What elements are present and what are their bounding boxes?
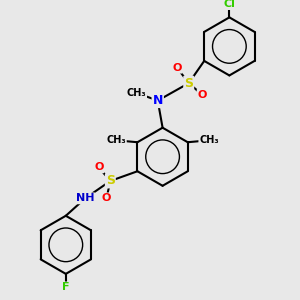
- Text: O: O: [102, 194, 111, 203]
- Text: CH₃: CH₃: [199, 135, 219, 145]
- Text: F: F: [62, 282, 70, 292]
- Text: NH: NH: [76, 194, 94, 203]
- Text: Cl: Cl: [224, 0, 235, 9]
- Text: O: O: [172, 63, 182, 73]
- Text: N: N: [153, 94, 163, 107]
- Text: CH₃: CH₃: [106, 135, 126, 145]
- Text: O: O: [94, 162, 104, 172]
- Text: CH₃: CH₃: [127, 88, 146, 98]
- Text: S: S: [106, 174, 115, 188]
- Text: S: S: [184, 77, 193, 90]
- Text: O: O: [198, 90, 207, 100]
